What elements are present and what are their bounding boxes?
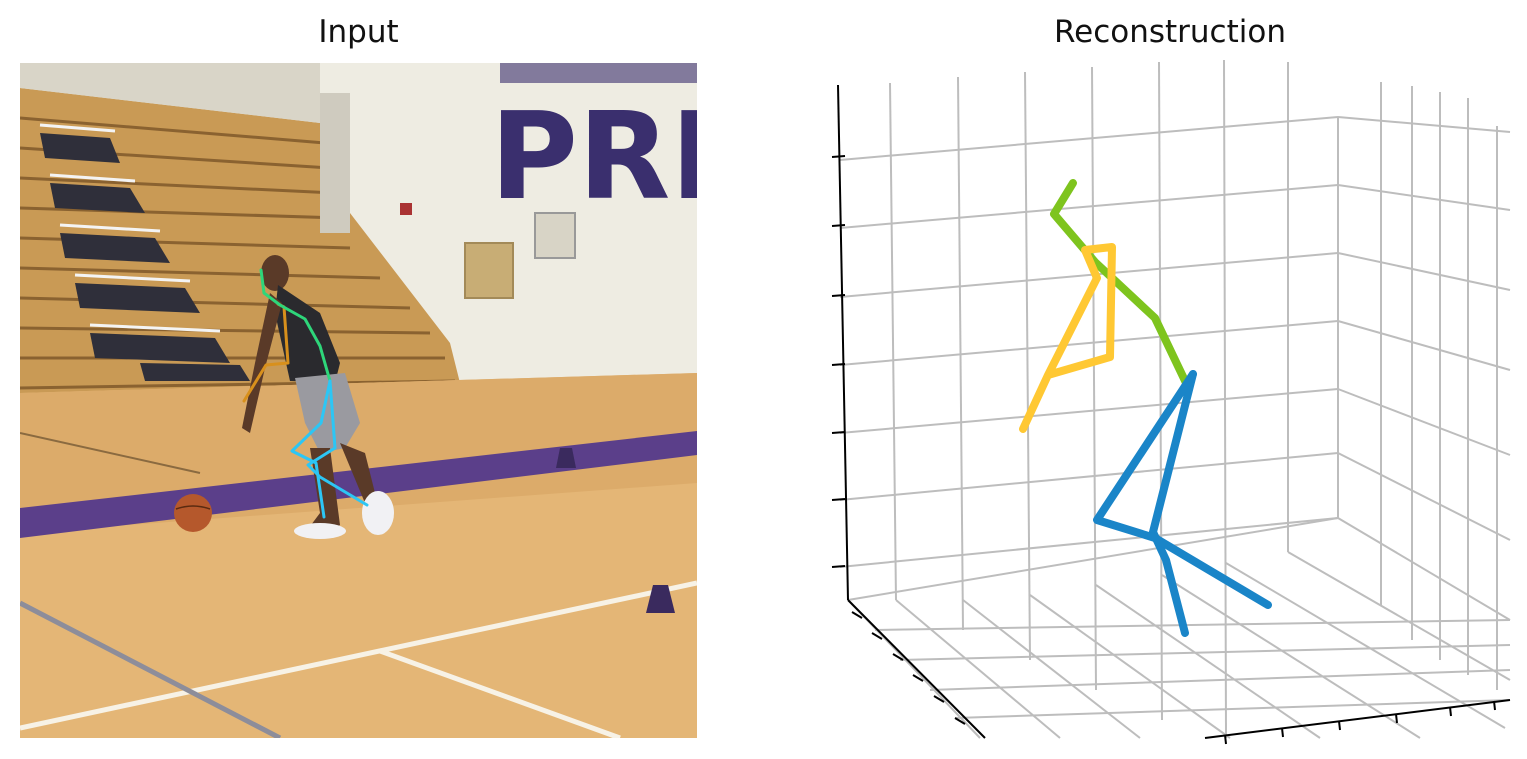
wall-board bbox=[464, 242, 514, 299]
wall-column bbox=[320, 93, 350, 233]
skeleton-3d-leg-right bbox=[1093, 370, 1272, 609]
y-axis-ticks bbox=[851, 611, 966, 725]
reconstruction-plot bbox=[820, 59, 1520, 750]
skeleton-3d-spine-head bbox=[1050, 179, 1191, 389]
reconstruction-title: Reconstruction bbox=[1053, 14, 1286, 50]
axes-3d bbox=[831, 84, 1511, 745]
basketball bbox=[174, 494, 212, 532]
wall-banner: PRI bbox=[490, 63, 697, 227]
wall-vent bbox=[534, 212, 576, 259]
skeleton-3d-leg-left bbox=[1149, 370, 1197, 637]
input-title: Input bbox=[318, 14, 399, 50]
skeleton-2d-left-leg bbox=[290, 379, 332, 519]
z-axis bbox=[837, 84, 849, 601]
x-axis-ticks bbox=[1224, 700, 1496, 745]
skeleton-2d-right-leg bbox=[306, 379, 369, 507]
court-line-grey bbox=[20, 600, 282, 738]
bleachers bbox=[20, 63, 460, 408]
cone bbox=[646, 585, 675, 613]
y-axis bbox=[847, 599, 986, 739]
banner-top bbox=[500, 63, 697, 83]
court-lines bbox=[20, 580, 697, 738]
grid-3d bbox=[839, 59, 1511, 739]
skeleton-3d-arm bbox=[1019, 243, 1116, 433]
cone-far bbox=[556, 448, 576, 468]
fire-alarm bbox=[400, 203, 412, 215]
reconstruction-svg bbox=[831, 59, 1511, 745]
input-image: PRI bbox=[20, 63, 697, 738]
input-photo-svg: PRI bbox=[20, 63, 697, 738]
x-axis bbox=[1204, 699, 1511, 739]
banner-text: PRI bbox=[490, 88, 697, 227]
z-axis-ticks bbox=[831, 155, 846, 568]
court-line-dark bbox=[20, 432, 201, 474]
skeleton-2d-spine-arm bbox=[259, 268, 332, 383]
